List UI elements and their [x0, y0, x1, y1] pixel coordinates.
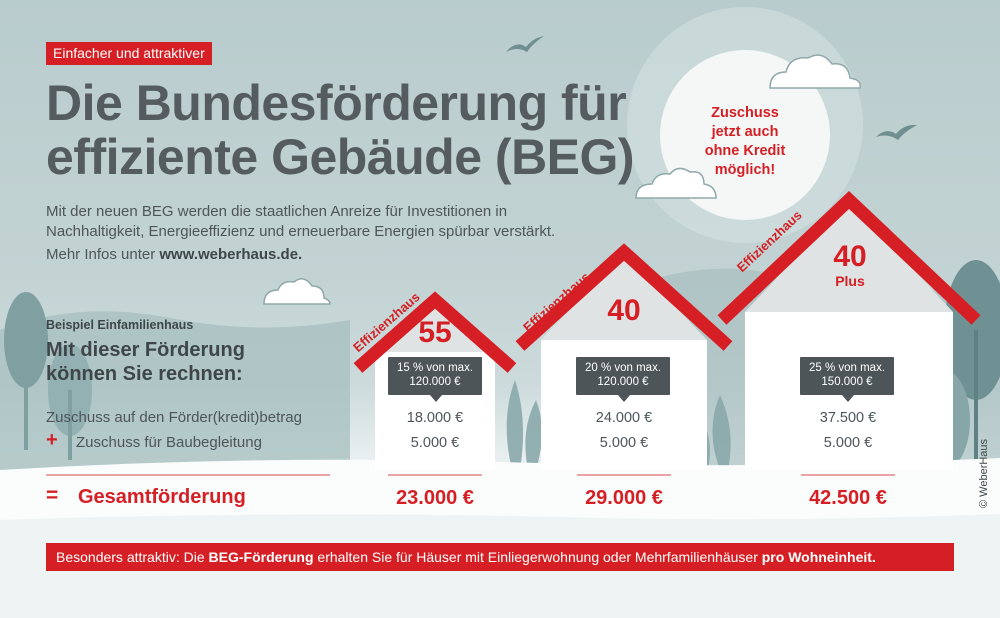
bubble-line: 120.000 €: [409, 376, 461, 388]
bubble-line: 120.000 €: [597, 376, 649, 388]
copyright: © WeberHaus: [978, 438, 990, 508]
tree-icon: [4, 292, 92, 460]
sun-text-line: möglich!: [714, 162, 776, 178]
cloud-icon: [635, 167, 717, 199]
house-number: 40: [607, 294, 641, 327]
bubble-line: 20 % von max.: [584, 362, 662, 374]
lead-text: Mit der neuen BEG werden die staatlichen…: [46, 203, 556, 240]
title-line-1: Die Bundesförderung für: [46, 75, 627, 131]
divider: [46, 474, 330, 476]
cloud-icon: [769, 54, 862, 89]
more-info: Mehr Infos unter www.weberhaus.de.: [46, 246, 302, 263]
footer-bold: pro Wohneinheit.: [761, 549, 876, 565]
rate-bubble: 15 % von max. 120.000 €: [388, 357, 482, 402]
title-line-2: effiziente Gebäude (BEG): [46, 129, 635, 185]
more-info-prefix: Mehr Infos unter: [46, 246, 160, 263]
footer-text: Besonders attraktiv: Die: [56, 549, 209, 565]
sun-text-line: Zuschuss: [711, 105, 779, 121]
house-number: 55: [418, 316, 452, 349]
footer-text: erhalten Sie für Häuser mit Einliegerwoh…: [313, 549, 762, 565]
sun-text-line: jetzt auch: [711, 124, 779, 140]
supervision-value: 5.000 €: [410, 435, 460, 451]
bubble-line: 150.000 €: [821, 376, 873, 388]
total-value: 23.000 €: [396, 487, 474, 509]
intro-tag: Einfacher und attraktiver: [46, 42, 212, 65]
footer-banner: Besonders attraktiv: Die BEG-Förderung e…: [46, 543, 954, 571]
bubble-line: 15 % von max.: [396, 362, 474, 374]
equals-sign: =: [46, 484, 59, 507]
more-info-link[interactable]: www.weberhaus.de.: [159, 246, 303, 263]
grant-value: 18.000 €: [406, 410, 464, 426]
supervision-value: 5.000 €: [599, 435, 649, 451]
bubble-line: 25 % von max.: [808, 362, 886, 374]
bird-icon: [506, 36, 544, 52]
cloud-icon: [263, 278, 331, 305]
row-supervision-label: Zuschuss für Baubegleitung: [76, 434, 262, 451]
footer-bold: BEG-Förderung: [208, 549, 314, 565]
plus-sign: +: [46, 429, 58, 451]
page-title: Die Bundesförderung für effiziente Gebäu…: [46, 75, 635, 185]
sun-text-line: ohne Kredit: [704, 143, 786, 159]
total-value: 42.500 €: [809, 487, 887, 509]
row-grant-label: Zuschuss auf den Förder(kredit)betrag: [46, 409, 302, 426]
total-value: 29.000 €: [585, 487, 663, 509]
bird-icon: [876, 124, 917, 140]
example-caption: Beispiel Einfamilienhaus: [46, 318, 194, 332]
total-label: Gesamtförderung: [78, 486, 246, 508]
house-number-sub: Plus: [835, 273, 865, 289]
supervision-value: 5.000 €: [823, 435, 873, 451]
divider: [577, 474, 671, 476]
divider: [801, 474, 895, 476]
rate-bubble: 20 % von max. 120.000 €: [576, 357, 670, 402]
rate-bubble: 25 % von max. 150.000 €: [800, 357, 894, 402]
house-number: 40: [833, 240, 867, 273]
sun-badge-text: Zuschuss jetzt auch ohne Kredit möglich!: [690, 104, 800, 180]
grant-value: 24.000 €: [595, 410, 653, 426]
example-headline: Mit dieser Förderung können Sie rechnen:: [46, 339, 245, 385]
divider: [388, 474, 482, 476]
grant-value: 37.500 €: [819, 410, 877, 426]
